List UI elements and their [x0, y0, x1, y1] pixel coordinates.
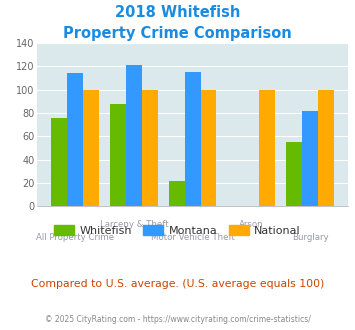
Text: Property Crime Comparison: Property Crime Comparison [63, 26, 292, 41]
Bar [83, 89, 99, 206]
Bar [286, 142, 302, 206]
Bar [142, 89, 158, 206]
Text: Burglary: Burglary [292, 233, 328, 242]
Bar [259, 89, 275, 206]
Bar [185, 72, 201, 206]
Bar [169, 181, 185, 206]
Bar [302, 111, 318, 206]
Bar [201, 89, 216, 206]
Bar [51, 117, 67, 206]
Bar [67, 73, 83, 206]
Bar [126, 65, 142, 206]
Bar [318, 89, 334, 206]
Bar [110, 104, 126, 206]
Text: All Property Crime: All Property Crime [36, 233, 114, 242]
Legend: Whitefish, Montana, National: Whitefish, Montana, National [50, 221, 305, 240]
Text: © 2025 CityRating.com - https://www.cityrating.com/crime-statistics/: © 2025 CityRating.com - https://www.city… [45, 315, 310, 324]
Text: Larceny & Theft: Larceny & Theft [99, 220, 168, 229]
Text: Motor Vehicle Theft: Motor Vehicle Theft [151, 233, 235, 242]
Text: 2018 Whitefish: 2018 Whitefish [115, 5, 240, 20]
Text: Compared to U.S. average. (U.S. average equals 100): Compared to U.S. average. (U.S. average … [31, 279, 324, 289]
Text: Arson: Arson [239, 220, 264, 229]
